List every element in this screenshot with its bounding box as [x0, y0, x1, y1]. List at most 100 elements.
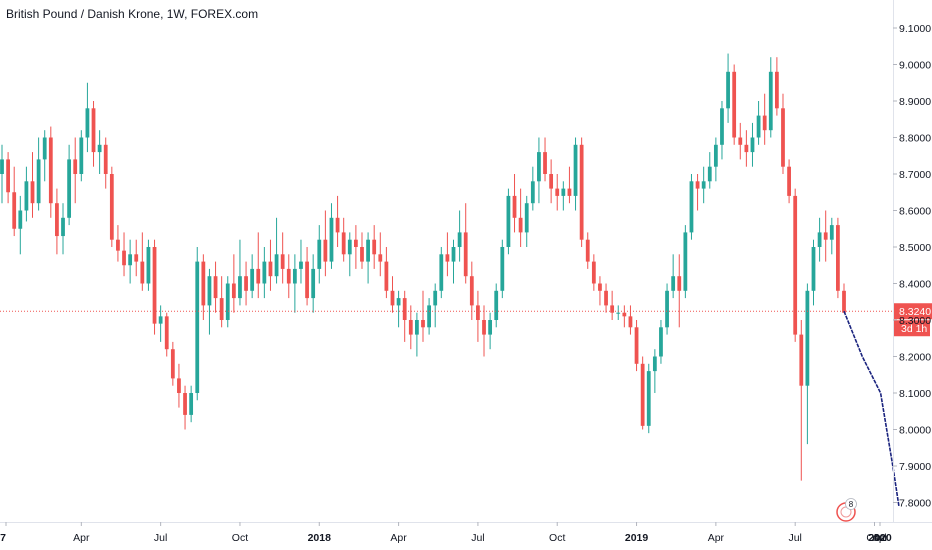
- candle: [183, 385, 187, 430]
- candle: [360, 232, 364, 269]
- candle-body: [610, 305, 615, 313]
- candle-body: [12, 192, 17, 229]
- candle: [299, 239, 303, 284]
- candle: [482, 305, 486, 357]
- candle-body: [774, 71, 779, 109]
- candle-body: [518, 217, 523, 233]
- candle: [280, 232, 285, 284]
- candle-body: [146, 247, 151, 284]
- marker-layer: 8: [836, 498, 857, 522]
- candle: [55, 188, 59, 255]
- candle-body: [555, 188, 560, 196]
- candle-body: [652, 356, 657, 372]
- y-tick-label: 8.5000: [899, 242, 931, 254]
- candle-body: [6, 159, 10, 193]
- candle-body: [567, 188, 572, 196]
- candle: [152, 239, 157, 335]
- x-tick-label: Jul: [154, 532, 167, 544]
- candle-body: [433, 290, 438, 306]
- candle: [707, 152, 712, 189]
- candle: [262, 247, 267, 299]
- candle-body: [61, 217, 65, 237]
- candle: [250, 254, 255, 299]
- candle-body: [579, 144, 584, 240]
- y-tick-label: 8.2000: [899, 352, 931, 364]
- candle: [12, 166, 17, 237]
- candle: [146, 239, 151, 291]
- candle: [726, 53, 730, 123]
- candle-body: [48, 137, 53, 204]
- candle: [799, 320, 804, 481]
- candle-body: [183, 393, 187, 415]
- candle-body: [140, 261, 145, 284]
- candle: [329, 203, 334, 269]
- event-marker-icon[interactable]: 8: [836, 498, 857, 522]
- candle-body: [427, 305, 431, 328]
- candle-body: [378, 254, 383, 262]
- candle: [91, 101, 96, 167]
- candle: [469, 261, 474, 320]
- candle: [640, 356, 645, 430]
- candle: [231, 254, 236, 313]
- candle-body: [671, 276, 676, 291]
- y-tick-label: 8.3000: [899, 315, 931, 327]
- candle: [713, 137, 718, 182]
- candle: [579, 137, 584, 247]
- x-tick-label: Oct: [866, 532, 882, 544]
- candle: [665, 283, 669, 335]
- candle-body: [353, 239, 358, 247]
- candle-layer: [0, 53, 846, 481]
- candle-body: [347, 239, 352, 255]
- countdown-label: 3d 1h: [901, 323, 927, 335]
- candle-body: [97, 144, 102, 153]
- candle-body: [415, 320, 419, 335]
- candle-body: [317, 239, 322, 269]
- y-tick-label: 8.1000: [899, 388, 931, 400]
- candle: [207, 268, 212, 335]
- candle: [408, 305, 413, 350]
- candle-body: [360, 247, 364, 262]
- candle: [366, 232, 370, 284]
- candle: [537, 137, 541, 204]
- x-tick-label: Jul: [873, 532, 886, 544]
- candle-body: [634, 327, 639, 364]
- candle-body: [628, 316, 633, 328]
- candle-body: [286, 268, 291, 284]
- candle: [512, 174, 517, 233]
- countdown-badge: [894, 320, 930, 337]
- candle-body: [250, 268, 255, 291]
- candle-body: [79, 137, 84, 174]
- candle: [378, 232, 383, 277]
- candle: [677, 254, 682, 328]
- candle: [323, 210, 328, 277]
- candle-body: [268, 261, 273, 277]
- current-price-label: 8.3240: [899, 306, 931, 318]
- candle: [762, 93, 767, 145]
- candle-body: [177, 378, 181, 393]
- candle: [421, 290, 425, 342]
- candle-body: [524, 203, 529, 233]
- candle: [720, 101, 724, 160]
- x-tick-label: Apr: [872, 532, 889, 544]
- candle-body: [787, 166, 791, 196]
- candle: [805, 283, 810, 445]
- candle-body: [738, 137, 743, 145]
- candle: [842, 283, 846, 313]
- candle-body: [231, 283, 236, 299]
- candle-body: [659, 327, 663, 357]
- candle-body: [109, 174, 114, 240]
- candle: [85, 82, 90, 153]
- candle: [793, 188, 798, 342]
- candle: [695, 174, 700, 211]
- candle: [170, 341, 175, 386]
- candle-body: [506, 195, 511, 247]
- candle-body: [683, 232, 688, 291]
- candle: [689, 174, 694, 240]
- candle: [244, 261, 248, 306]
- candle: [256, 232, 261, 299]
- candle: [122, 232, 126, 277]
- candle: [524, 195, 529, 247]
- candle: [634, 320, 639, 372]
- candle-body: [598, 283, 602, 291]
